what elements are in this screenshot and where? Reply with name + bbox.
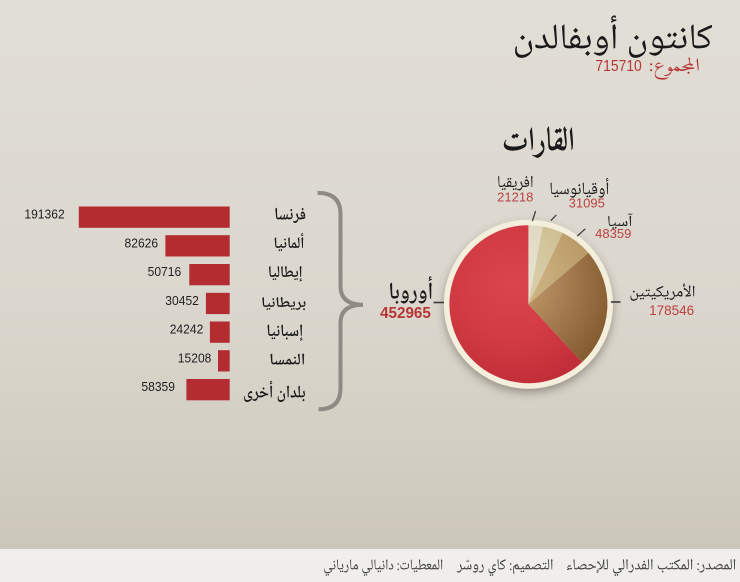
svg-text:58359: 58359 — [141, 380, 175, 394]
svg-text:82626: 82626 — [124, 236, 158, 250]
svg-text:48359: 48359 — [595, 226, 631, 241]
svg-text:30452: 30452 — [165, 294, 199, 308]
svg-text:191362: 191362 — [24, 207, 64, 221]
svg-text:178546: 178546 — [649, 303, 694, 318]
svg-text:31095: 31095 — [569, 196, 605, 211]
svg-text:24242: 24242 — [170, 322, 204, 336]
svg-text:715710: 715710 — [595, 57, 641, 75]
svg-text:452965: 452965 — [380, 305, 431, 322]
svg-text:15208: 15208 — [178, 351, 212, 365]
svg-text:50716: 50716 — [148, 265, 182, 279]
svg-text:21218: 21218 — [497, 190, 533, 205]
